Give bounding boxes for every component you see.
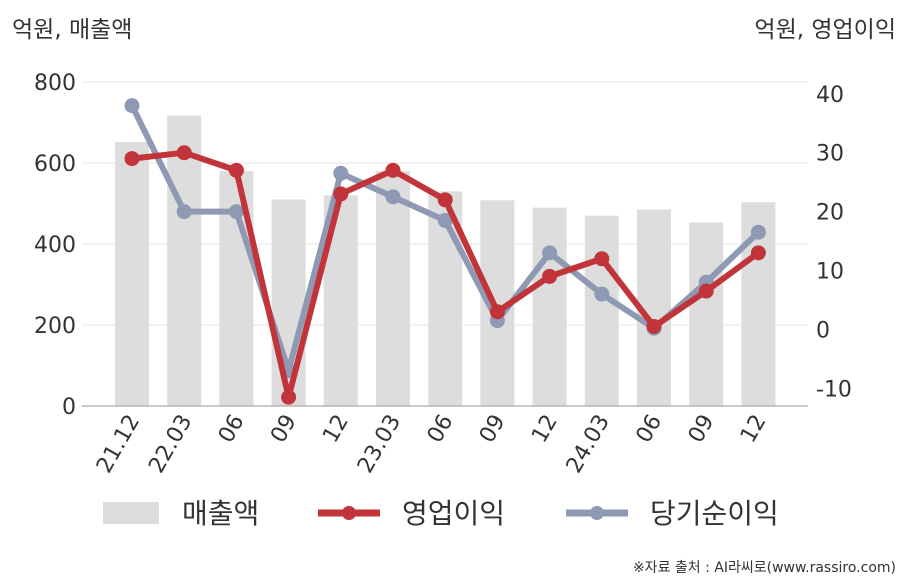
- left-tick-label: 800: [34, 71, 76, 96]
- right-tick-label: 20: [816, 201, 844, 226]
- bar-revenue: [376, 171, 410, 406]
- point-operating-profit: [437, 192, 453, 208]
- x-tick-label: 12: [527, 411, 563, 448]
- point-operating-profit: [333, 186, 349, 202]
- x-tick-label: 21.12: [92, 411, 145, 478]
- x-tick-label: 23.03: [353, 411, 406, 478]
- point-operating-profit: [542, 268, 558, 284]
- legend-label-operating-profit: 영업이익: [402, 497, 505, 530]
- point-operating-profit: [124, 151, 140, 167]
- legend-swatch-revenue: [103, 502, 159, 524]
- point-operating-profit: [489, 304, 505, 320]
- x-tick-label: 12: [736, 411, 772, 448]
- point-net-income: [750, 224, 766, 240]
- bar-revenue: [532, 207, 567, 406]
- legend-label-net-income: 당기순이익: [650, 497, 779, 530]
- point-net-income: [385, 189, 401, 205]
- point-net-income: [228, 204, 244, 220]
- point-net-income: [124, 98, 140, 114]
- x-tick-label: 09: [266, 411, 302, 448]
- point-operating-profit: [750, 245, 766, 261]
- source-note: ※자료 출처 : AI라씨로(www.rassiro.com): [633, 560, 896, 576]
- x-tick-label: 22.03: [144, 411, 197, 478]
- point-operating-profit: [228, 162, 244, 178]
- x-tick-label: 09: [684, 411, 720, 448]
- left-axis-title: 억원, 매출액: [12, 17, 132, 43]
- x-tick-label: 06: [214, 411, 250, 448]
- bar-revenue: [167, 115, 202, 407]
- point-net-income: [594, 286, 610, 302]
- left-tick-label: 400: [34, 233, 76, 258]
- bar-revenue: [689, 222, 724, 406]
- left-tick-label: 200: [34, 314, 76, 339]
- x-tick-label: 06: [423, 411, 459, 448]
- line-series: [124, 98, 766, 405]
- legend-marker-operating-profit: [342, 506, 356, 520]
- right-axis-title: 억원, 영업이익: [754, 17, 896, 43]
- x-tick-label: 24.03: [562, 411, 615, 478]
- x-tick-label: 12: [318, 411, 354, 448]
- x-tick-label: 06: [632, 411, 668, 448]
- legend: 매출액 영업이익 당기순이익: [103, 497, 779, 530]
- point-operating-profit: [176, 145, 192, 161]
- point-net-income: [542, 245, 558, 261]
- legend-label-revenue: 매출액: [182, 497, 259, 530]
- point-operating-profit: [385, 162, 401, 178]
- point-operating-profit: [646, 318, 662, 334]
- x-tick-label: 09: [475, 411, 511, 448]
- bar-revenue: [115, 141, 149, 406]
- right-tick-label: 0: [816, 318, 830, 343]
- legend-marker-net-income: [590, 506, 604, 520]
- right-tick-label: 40: [816, 83, 844, 108]
- right-tick-label: 30: [816, 142, 844, 167]
- right-tick-label: -10: [816, 377, 852, 402]
- point-net-income: [437, 212, 453, 228]
- left-tick-label: 0: [62, 395, 76, 420]
- point-net-income: [176, 204, 192, 220]
- revenue-bars: [115, 115, 776, 407]
- left-tick-label: 600: [34, 152, 76, 177]
- bar-revenue: [584, 215, 619, 406]
- point-operating-profit: [698, 283, 714, 299]
- point-operating-profit: [281, 389, 297, 405]
- point-operating-profit: [594, 251, 610, 267]
- point-net-income: [333, 165, 349, 181]
- right-tick-label: 10: [816, 260, 844, 285]
